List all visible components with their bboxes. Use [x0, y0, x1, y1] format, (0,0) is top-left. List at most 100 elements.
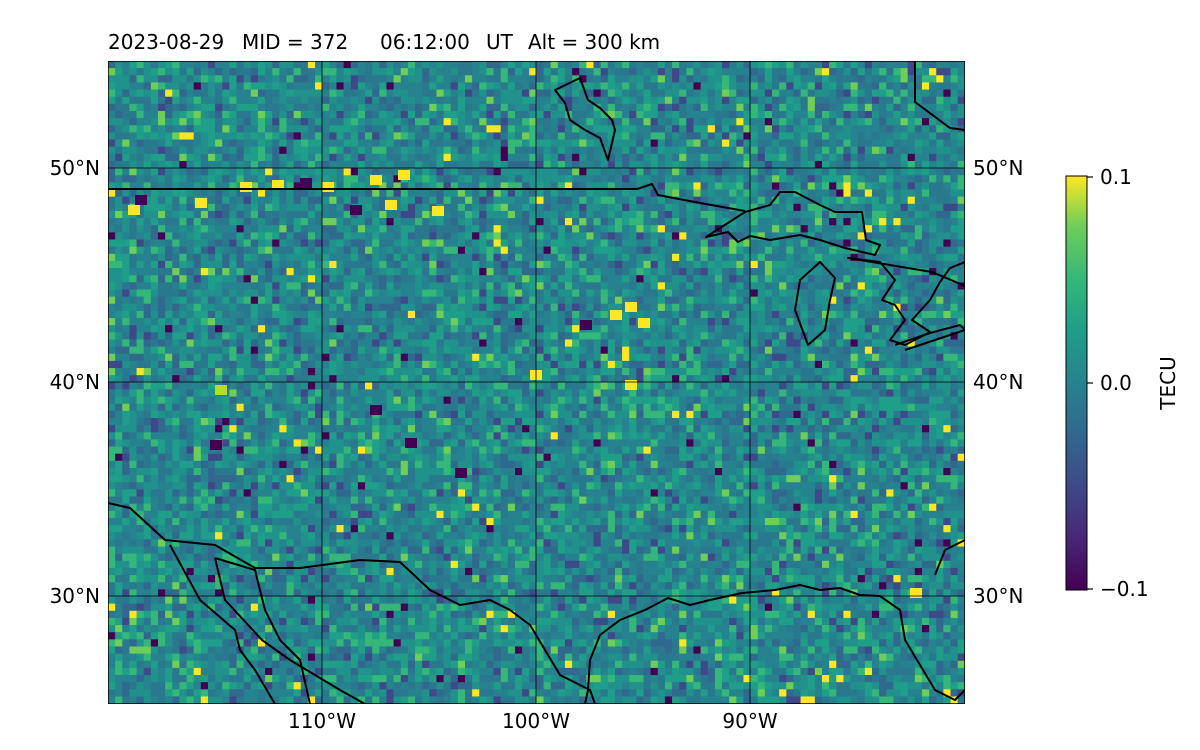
tec-cell	[507, 189, 516, 197]
tec-cell	[900, 339, 908, 347]
tec-cell	[664, 139, 673, 147]
tec-cell	[722, 110, 730, 119]
tec-cell	[886, 196, 894, 205]
tec-cell	[357, 160, 366, 169]
tec-cell	[864, 225, 873, 233]
tec-cell	[707, 139, 716, 147]
tec-cell	[429, 146, 437, 155]
tec-cell	[129, 189, 137, 197]
tec-cell	[343, 146, 352, 155]
tec-cell	[786, 103, 794, 112]
tec-cell	[693, 289, 701, 297]
tec-cell	[186, 110, 194, 119]
tec-cell	[793, 153, 801, 162]
tec-cell	[329, 61, 337, 69]
tec-cell	[936, 168, 944, 176]
tec-cell	[350, 346, 359, 355]
tec-cell	[629, 275, 637, 283]
tec-cell	[893, 346, 901, 355]
tec-cell	[657, 75, 666, 83]
tec-cell	[243, 318, 252, 326]
tec-cell	[322, 282, 330, 290]
tec-cell	[450, 110, 459, 119]
tec-cell	[436, 132, 444, 140]
tec-cell	[165, 125, 173, 133]
tec-cell	[679, 339, 687, 347]
tec-cell	[522, 110, 530, 119]
tec-cell	[921, 275, 930, 283]
tec-cell	[600, 182, 609, 190]
tec-cell	[893, 282, 901, 290]
tec-cell	[950, 218, 958, 226]
tec-cell	[529, 210, 537, 219]
tec-cell	[443, 96, 452, 105]
tec-cell	[722, 296, 730, 305]
tec-cell	[386, 325, 394, 333]
tec-cell	[643, 125, 651, 133]
tec-cell	[707, 196, 716, 205]
tec-cell	[600, 218, 609, 226]
tec-cell	[593, 282, 601, 290]
tec-cell	[236, 175, 244, 183]
tec-cell	[822, 82, 830, 90]
tec-cell	[150, 125, 159, 133]
tec-cell	[564, 353, 573, 362]
tec-cell	[493, 210, 501, 219]
tec-cell	[207, 260, 216, 269]
tec-cell	[921, 296, 930, 305]
tec-cell	[757, 132, 766, 140]
tec-cell	[757, 253, 766, 262]
tec-cell	[643, 346, 651, 355]
tec-cell	[722, 346, 730, 355]
tec-cell	[136, 218, 144, 226]
tec-cell	[936, 153, 944, 162]
tec-cell	[536, 118, 544, 126]
tec-cell	[465, 303, 473, 312]
tec-cell	[493, 182, 501, 190]
tec-cell	[400, 189, 409, 197]
tec-cell	[522, 253, 530, 262]
tec-cell	[336, 68, 344, 76]
tec-cell	[479, 296, 487, 305]
tec-cell	[672, 168, 680, 176]
tec-cell	[500, 325, 509, 333]
tec-cell	[529, 196, 537, 205]
tec-cell	[229, 268, 237, 276]
tec-cell	[921, 110, 930, 119]
tec-cell	[229, 89, 237, 97]
tec-cell	[929, 282, 937, 290]
tec-cell	[757, 175, 766, 183]
tec-cell	[714, 260, 723, 269]
tec-cell	[243, 246, 252, 255]
tec-cell	[843, 96, 851, 105]
tec-cell	[764, 339, 773, 347]
tec-cell	[572, 189, 580, 197]
tec-cell	[664, 232, 673, 240]
tec-cell	[936, 96, 944, 105]
tec-cell	[329, 332, 337, 340]
tec-cell	[779, 175, 787, 183]
tec-cell	[279, 203, 287, 212]
tec-cell	[843, 168, 851, 176]
tec-cell	[257, 82, 266, 90]
tec-cell	[172, 289, 180, 297]
tec-cell	[379, 225, 387, 233]
tec-cell	[936, 175, 944, 183]
tec-cell	[143, 296, 152, 305]
tec-cell	[807, 296, 816, 305]
tec-cell	[529, 118, 537, 126]
tec-cell	[822, 310, 830, 319]
tec-cell	[279, 310, 287, 319]
tec-cell	[836, 160, 844, 169]
tec-cell	[707, 175, 716, 183]
tec-cell	[636, 268, 644, 276]
tec-cell	[365, 68, 373, 76]
tec-cell	[365, 325, 373, 333]
tec-cell	[272, 282, 280, 290]
tec-cell	[457, 182, 466, 190]
tec-cell	[729, 246, 737, 255]
tec-cell	[479, 89, 487, 97]
tec-cell	[493, 168, 501, 176]
tec-cell	[243, 275, 252, 283]
tec-cell	[265, 210, 273, 219]
